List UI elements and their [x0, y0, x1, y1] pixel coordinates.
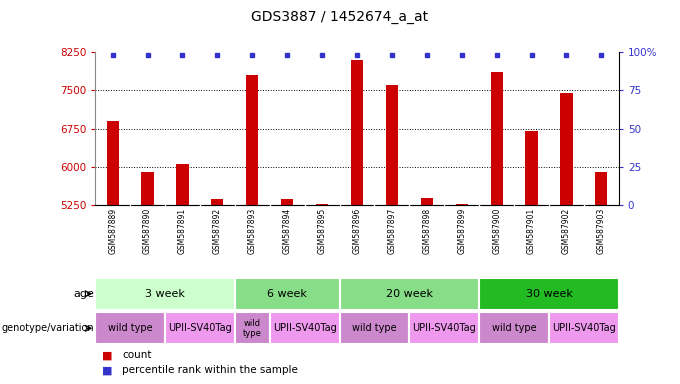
Text: 3 week: 3 week: [145, 289, 185, 299]
Bar: [479, 278, 619, 310]
Text: GSM587900: GSM587900: [492, 208, 501, 254]
Bar: [351, 60, 363, 205]
Text: UPII-SV40Tag: UPII-SV40Tag: [412, 323, 476, 333]
Text: UPII-SV40Tag: UPII-SV40Tag: [168, 323, 232, 333]
Bar: [526, 131, 538, 205]
Text: ■: ■: [102, 350, 112, 360]
Bar: [490, 72, 503, 205]
Text: GSM587897: GSM587897: [388, 208, 396, 254]
Text: GSM587899: GSM587899: [457, 208, 466, 254]
Text: GSM587891: GSM587891: [178, 208, 187, 254]
Bar: [595, 172, 607, 205]
Bar: [141, 172, 154, 205]
Bar: [107, 121, 119, 205]
Text: wild
type: wild type: [243, 319, 262, 338]
Text: GSM587895: GSM587895: [318, 208, 326, 254]
Bar: [409, 313, 479, 344]
Bar: [235, 313, 270, 344]
Bar: [281, 199, 293, 205]
Text: UPII-SV40Tag: UPII-SV40Tag: [552, 323, 616, 333]
Text: 30 week: 30 week: [526, 289, 573, 299]
Bar: [211, 199, 224, 205]
Bar: [421, 198, 433, 205]
Text: GSM587896: GSM587896: [352, 208, 362, 254]
Bar: [456, 204, 468, 205]
Text: GSM587898: GSM587898: [422, 208, 431, 254]
Text: GSM587889: GSM587889: [108, 208, 117, 254]
Bar: [386, 85, 398, 205]
Text: wild type: wild type: [352, 323, 396, 333]
Bar: [95, 313, 165, 344]
Bar: [339, 313, 409, 344]
Text: GDS3887 / 1452674_a_at: GDS3887 / 1452674_a_at: [252, 10, 428, 24]
Text: percentile rank within the sample: percentile rank within the sample: [122, 366, 299, 376]
Text: genotype/variation: genotype/variation: [2, 323, 95, 333]
Bar: [316, 204, 328, 205]
Text: count: count: [122, 350, 152, 360]
Text: GSM587902: GSM587902: [562, 208, 571, 254]
Text: GSM587901: GSM587901: [527, 208, 536, 254]
Text: GSM587892: GSM587892: [213, 208, 222, 254]
Text: GSM587890: GSM587890: [143, 208, 152, 254]
Text: wild type: wild type: [492, 323, 537, 333]
Bar: [235, 278, 339, 310]
Text: age: age: [73, 289, 95, 299]
Bar: [95, 278, 235, 310]
Text: wild type: wild type: [108, 323, 152, 333]
Bar: [176, 164, 188, 205]
Text: ■: ■: [102, 366, 112, 376]
Bar: [246, 75, 258, 205]
Text: GSM587903: GSM587903: [597, 208, 606, 254]
Bar: [549, 313, 619, 344]
Text: 6 week: 6 week: [267, 289, 307, 299]
Bar: [560, 93, 573, 205]
Text: GSM587894: GSM587894: [283, 208, 292, 254]
Bar: [270, 313, 339, 344]
Bar: [165, 313, 235, 344]
Text: 20 week: 20 week: [386, 289, 433, 299]
Bar: [339, 278, 479, 310]
Bar: [479, 313, 549, 344]
Text: UPII-SV40Tag: UPII-SV40Tag: [273, 323, 337, 333]
Text: GSM587893: GSM587893: [248, 208, 257, 254]
